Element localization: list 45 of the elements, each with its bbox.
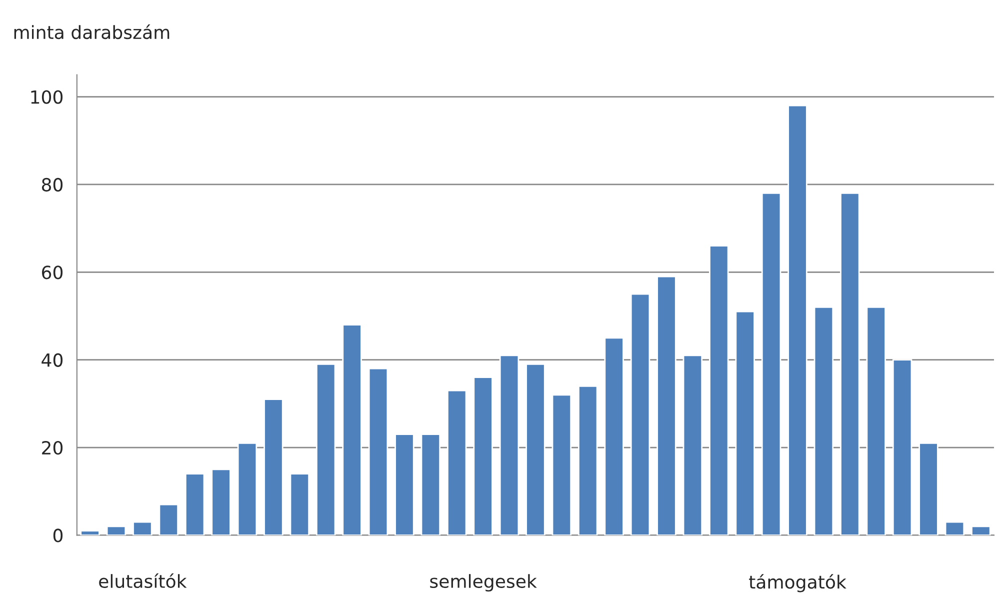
y-tick-label: 60 [42, 266, 63, 280]
bar [552, 394, 572, 536]
bar [814, 306, 834, 536]
bar [106, 526, 126, 536]
bar [316, 364, 336, 536]
x-tick-label: támogatók [749, 574, 846, 592]
bar [840, 192, 860, 536]
bar [446, 390, 467, 536]
bar [158, 504, 178, 536]
bar [892, 359, 912, 536]
bar [526, 364, 546, 536]
bar [682, 354, 703, 536]
bar [237, 442, 258, 536]
bar [656, 276, 676, 536]
bar [290, 473, 310, 536]
bar [788, 104, 808, 536]
y-tick-label: 0 [53, 528, 63, 542]
x-tick-label: elutasítók [99, 573, 187, 588]
y-tick-label: 80 [42, 178, 63, 192]
y-tick-label: 20 [42, 440, 63, 455]
bar [211, 468, 231, 536]
bar [944, 521, 965, 536]
x-tick-label: semlegesek [430, 574, 537, 592]
bar [866, 306, 886, 536]
bar [971, 526, 991, 536]
y-axis-title: minta darabszám [14, 24, 170, 40]
bar [709, 245, 729, 536]
bar [761, 192, 782, 536]
bar [132, 521, 152, 536]
bar [918, 442, 938, 536]
y-tick-label: 40 [42, 353, 63, 367]
bar [342, 324, 362, 536]
bar [420, 434, 441, 536]
bar [368, 368, 388, 536]
bar [264, 398, 284, 536]
bar [630, 293, 650, 536]
bar [184, 473, 205, 536]
bar [604, 337, 624, 536]
bar [578, 385, 598, 536]
bar [735, 310, 755, 536]
bar [499, 354, 520, 536]
y-tick-label: 100 [31, 90, 63, 104]
bar [394, 434, 414, 536]
bar [80, 530, 100, 536]
bar [473, 376, 493, 536]
